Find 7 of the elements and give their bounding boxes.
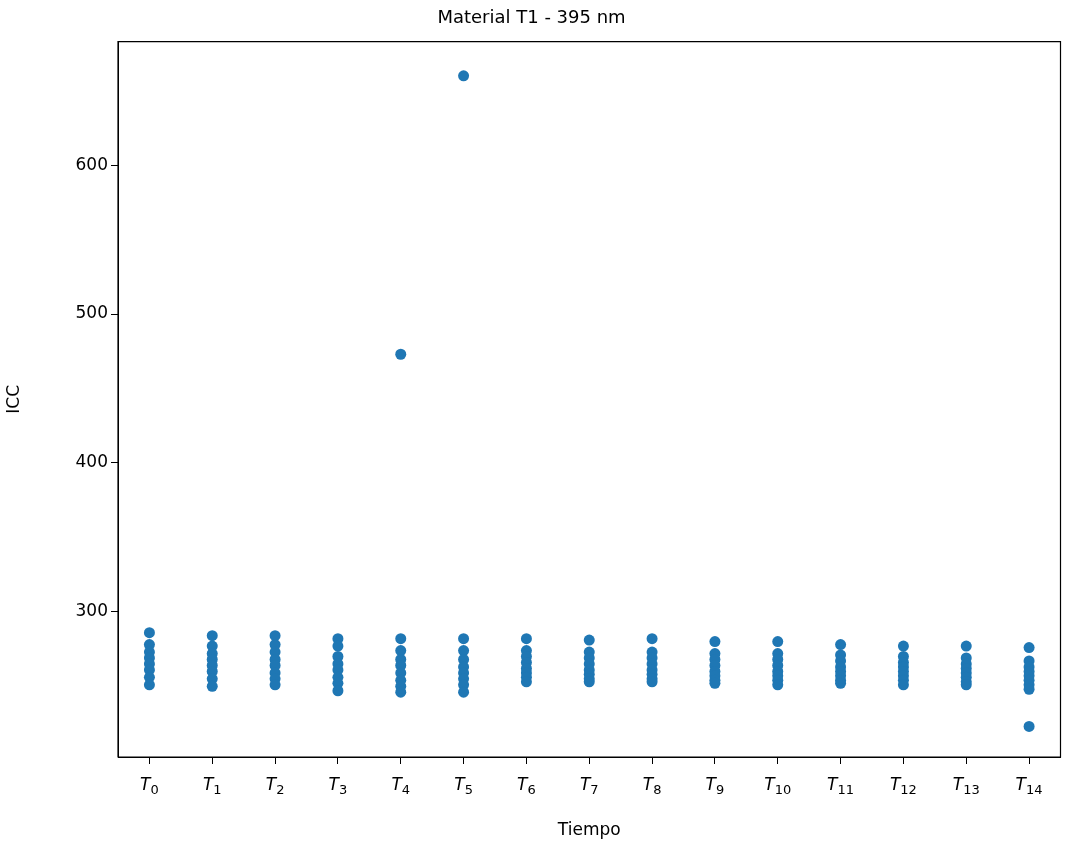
y-axis-title: ICC	[2, 384, 23, 414]
y-tick-label: 400	[75, 451, 108, 472]
y-tick-label: 500	[75, 302, 108, 323]
y-tick-label: 600	[75, 153, 108, 174]
y-tick-label: 300	[75, 600, 108, 621]
chart-title: Material T1 - 395 nm	[437, 6, 626, 28]
x-axis-title: Tiempo	[556, 819, 621, 840]
